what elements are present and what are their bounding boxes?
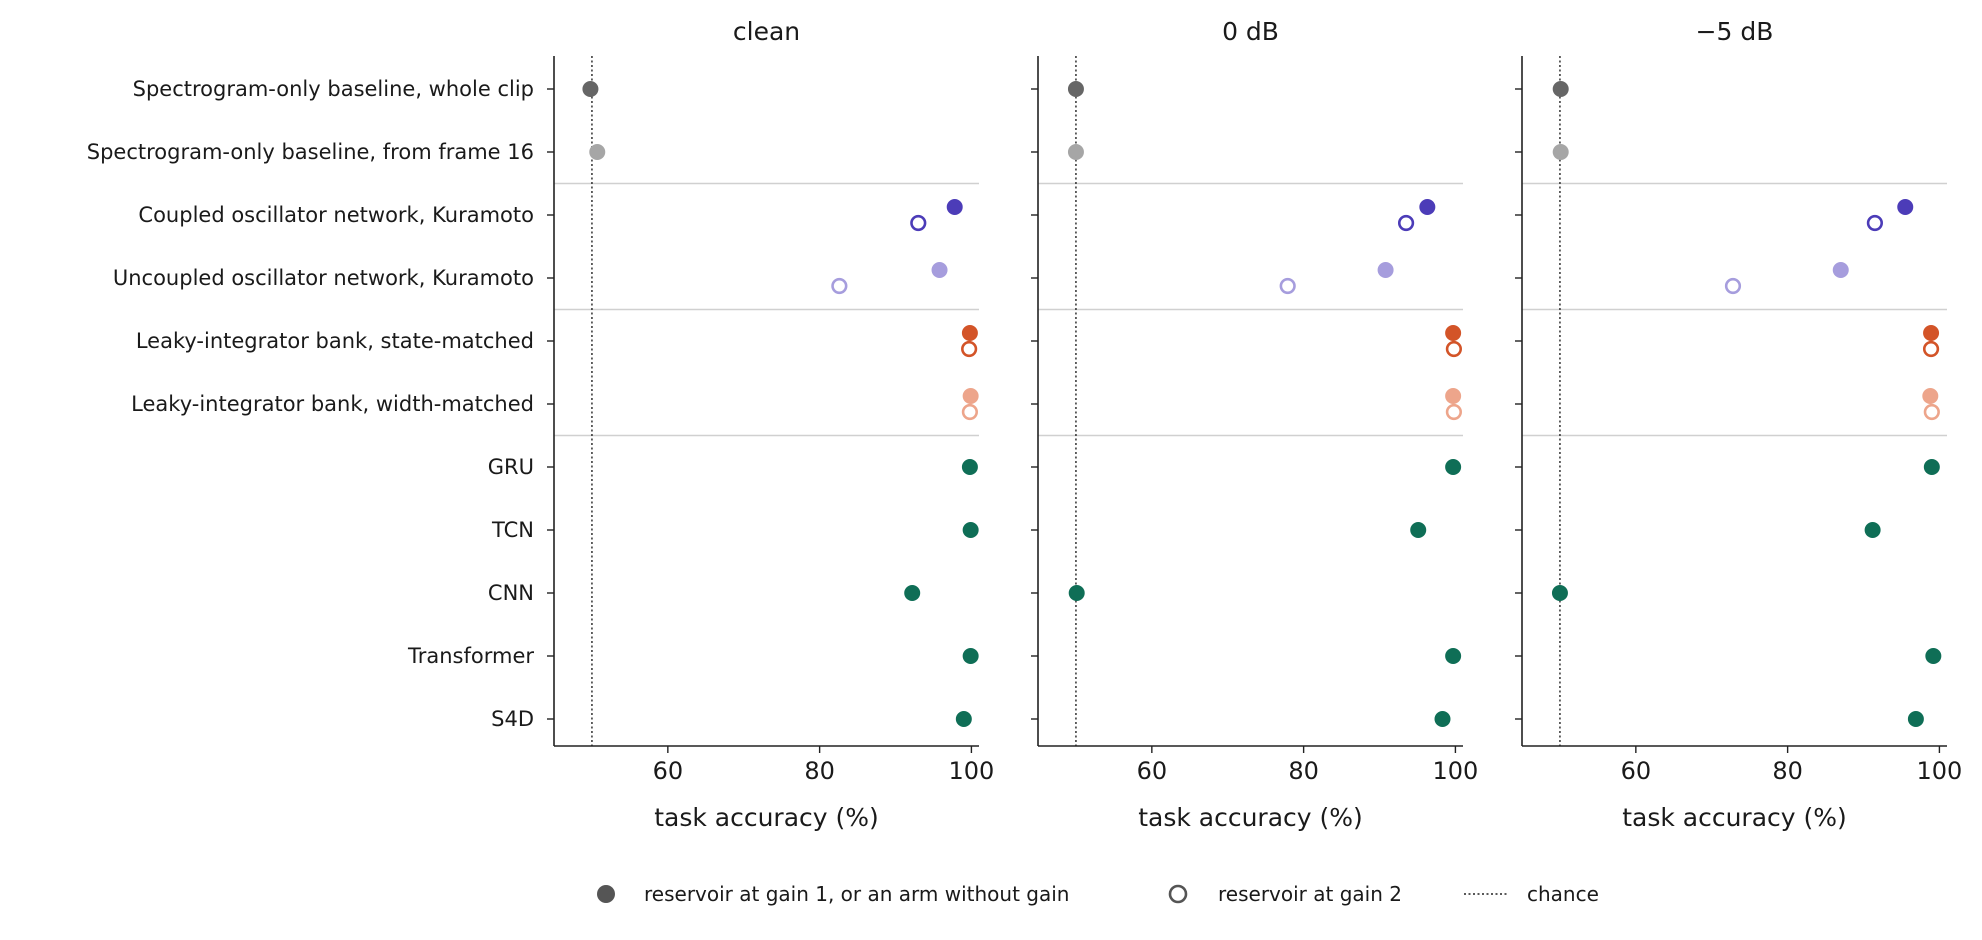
data-point-gain1 — [1907, 711, 1924, 727]
data-point-gain1 — [1552, 144, 1569, 160]
row-label: Leaky-integrator bank, state-matched — [136, 329, 534, 353]
row-label: CNN — [488, 581, 534, 605]
data-point-gain1 — [1410, 522, 1427, 538]
x-axis-label: task accuracy (%) — [1138, 803, 1363, 832]
row-label: GRU — [488, 455, 534, 479]
data-point-gain1 — [589, 144, 606, 160]
data-point-gain1 — [1445, 459, 1462, 475]
data-point-gain1 — [931, 262, 948, 278]
data-point-gain2 — [961, 403, 978, 421]
data-point-gain1 — [1897, 199, 1914, 215]
data-point-gain1 — [1922, 388, 1939, 404]
data-point-gain1 — [1923, 325, 1940, 341]
panel-title: 0 dB — [1222, 17, 1279, 46]
data-point-gain1 — [1445, 388, 1462, 404]
data-point-gain1 — [1068, 585, 1085, 601]
data-point-gain1 — [962, 648, 979, 664]
data-point-gain2 — [1445, 340, 1462, 358]
data-point-gain1 — [946, 199, 963, 215]
data-point-gain2 — [1922, 340, 1940, 358]
data-point-gain1 — [1377, 262, 1394, 278]
data-point-gain1 — [955, 711, 972, 727]
x-tick-label: 80 — [1772, 757, 1803, 785]
data-point-gain1 — [1923, 459, 1940, 475]
data-point-gain1 — [961, 459, 978, 475]
x-tick-label: 100 — [949, 757, 995, 785]
row-label: Spectrogram-only baseline, whole clip — [133, 77, 534, 101]
panel-title: clean — [733, 17, 800, 46]
legend-label-chance: chance — [1527, 882, 1599, 906]
data-point-gain1 — [904, 585, 921, 601]
data-point-gain2 — [910, 214, 927, 232]
data-point-gain1 — [962, 522, 979, 538]
data-point-gain2 — [1397, 214, 1415, 232]
data-point-gain1 — [1551, 585, 1568, 601]
data-point-gain1 — [961, 325, 978, 341]
data-point-gain2 — [1866, 214, 1884, 232]
data-point-gain1 — [1067, 81, 1084, 97]
data-point-gain1 — [1864, 522, 1881, 538]
x-tick-label: 60 — [1621, 757, 1652, 785]
legend-label-gain1: reservoir at gain 1, or an arm without g… — [644, 882, 1069, 906]
data-point-gain1 — [1445, 325, 1462, 341]
data-point-gain2 — [831, 277, 848, 295]
x-tick-label: 60 — [653, 757, 684, 785]
x-axis-label: task accuracy (%) — [654, 803, 879, 832]
row-label: Spectrogram-only baseline, from frame 16 — [87, 140, 534, 164]
row-label: Coupled oscillator network, Kuramoto — [138, 203, 534, 227]
row-label: TCN — [491, 518, 534, 542]
x-tick-label: 80 — [804, 757, 835, 785]
data-point-gain2 — [1923, 403, 1940, 421]
data-point-gain2 — [1724, 277, 1742, 295]
data-point-gain1 — [962, 388, 979, 404]
x-tick-label: 60 — [1137, 757, 1168, 785]
row-label: Leaky-integrator bank, width-matched — [131, 392, 534, 416]
x-tick-label: 80 — [1288, 757, 1319, 785]
legend-marker-gain2 — [1168, 884, 1188, 904]
legend-marker-gain1 — [597, 885, 615, 903]
row-label: S4D — [491, 707, 534, 731]
data-point-gain1 — [1445, 648, 1462, 664]
data-point-gain1 — [1419, 199, 1436, 215]
row-label: Uncoupled oscillator network, Kuramoto — [113, 266, 534, 290]
x-tick-label: 100 — [1433, 757, 1479, 785]
data-point-gain1 — [1067, 144, 1084, 160]
row-label: Transformer — [407, 644, 534, 668]
data-point-gain1 — [582, 81, 599, 97]
data-point-gain1 — [1925, 648, 1942, 664]
panel-title: −5 dB — [1696, 17, 1774, 46]
data-point-gain2 — [1445, 403, 1462, 421]
data-point-gain1 — [1832, 262, 1849, 278]
data-point-gain2 — [1279, 277, 1296, 295]
x-tick-label: 100 — [1917, 757, 1963, 785]
data-point-gain2 — [961, 340, 978, 358]
data-point-gain1 — [1552, 81, 1569, 97]
data-point-gain1 — [1434, 711, 1451, 727]
x-axis-label: task accuracy (%) — [1622, 803, 1847, 832]
legend-label-gain2: reservoir at gain 2 — [1218, 882, 1402, 906]
